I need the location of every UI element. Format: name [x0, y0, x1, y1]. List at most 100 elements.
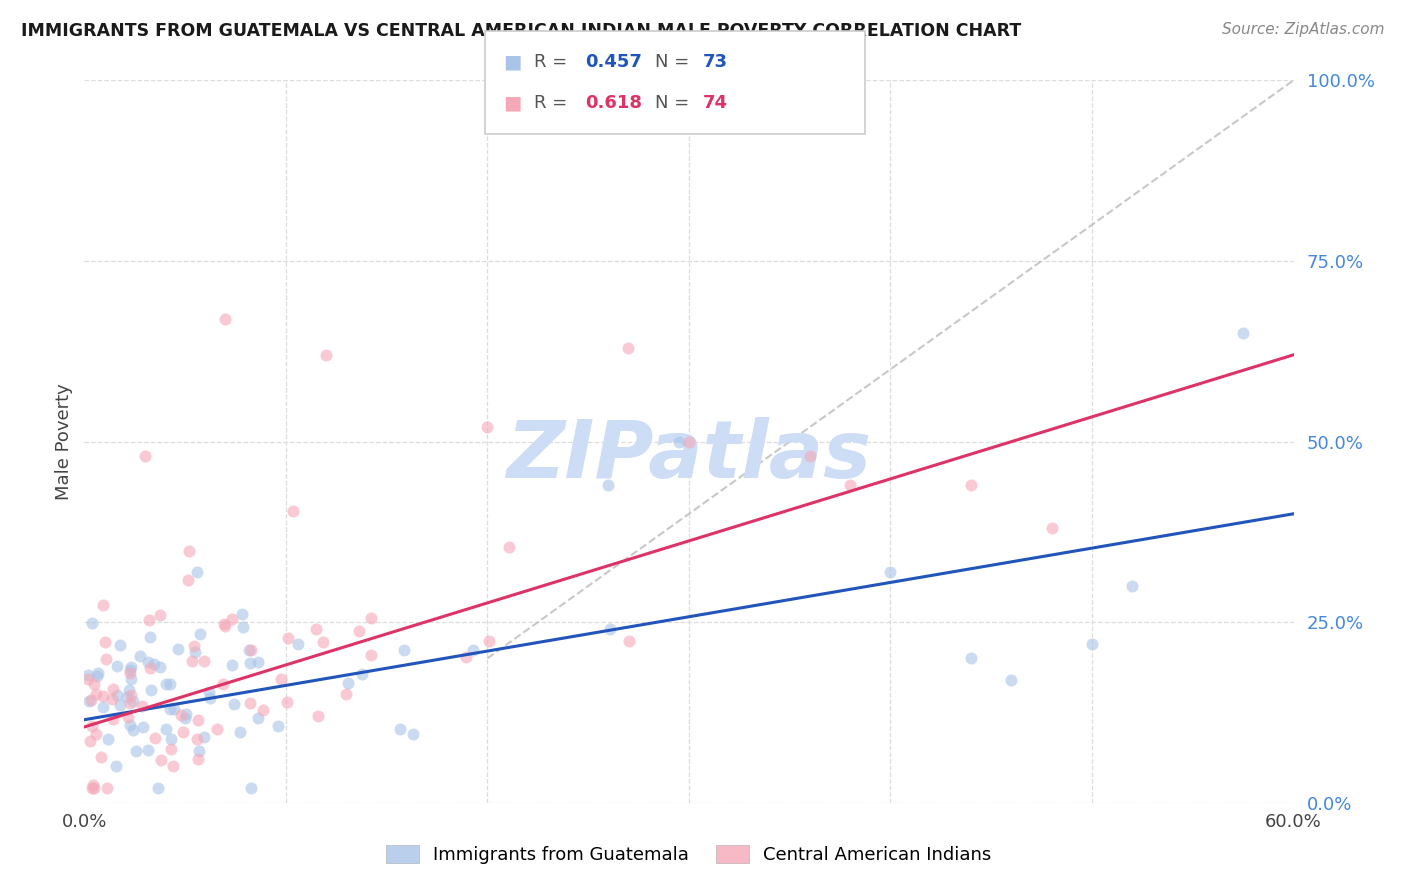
Point: [105, 758, 128, 772]
Text: N =: N =: [655, 53, 695, 70]
Point: [118, 665, 141, 680]
Point: [174, 706, 197, 721]
Point: [83, 677, 105, 691]
Point: [207, 722, 229, 736]
Text: N =: N =: [655, 95, 695, 112]
Point: [108, 698, 131, 713]
Text: 0.457: 0.457: [585, 53, 641, 70]
Text: ■: ■: [503, 94, 522, 112]
Point: [879, 565, 901, 579]
Point: [214, 311, 236, 326]
Point: [117, 710, 139, 724]
Point: [80, 615, 103, 630]
Point: [162, 759, 184, 773]
Point: [160, 742, 183, 756]
Point: [174, 711, 197, 725]
Point: [129, 649, 152, 664]
Point: [91, 699, 114, 714]
Point: [392, 642, 415, 657]
Point: [232, 620, 254, 634]
Point: [105, 659, 128, 673]
Point: [360, 611, 382, 625]
Point: [97, 731, 120, 746]
Text: Source: ZipAtlas.com: Source: ZipAtlas.com: [1222, 22, 1385, 37]
Point: [86, 669, 108, 683]
Point: [176, 573, 198, 587]
Point: [136, 656, 159, 670]
Point: [138, 613, 160, 627]
Point: [239, 696, 262, 710]
Point: [120, 718, 142, 732]
Point: [159, 677, 181, 691]
Point: [498, 540, 520, 554]
Point: [179, 544, 201, 558]
Point: [79, 734, 101, 748]
Point: [307, 709, 329, 723]
Point: [461, 643, 484, 657]
Y-axis label: Male Poverty: Male Poverty: [55, 384, 73, 500]
Point: [162, 702, 184, 716]
Point: [121, 723, 143, 737]
Point: [90, 750, 112, 764]
Point: [960, 478, 983, 492]
Point: [1040, 521, 1063, 535]
Text: R =: R =: [534, 95, 574, 112]
Text: IMMIGRANTS FROM GUATEMALA VS CENTRAL AMERICAN INDIAN MALE POVERTY CORRELATION CH: IMMIGRANTS FROM GUATEMALA VS CENTRAL AME…: [21, 22, 1021, 40]
Point: [159, 702, 181, 716]
Point: [150, 753, 173, 767]
Point: [239, 656, 262, 670]
Point: [211, 677, 233, 691]
Point: [105, 689, 128, 703]
Point: [1121, 579, 1143, 593]
Point: [478, 634, 501, 648]
Point: [283, 504, 305, 518]
Point: [120, 697, 142, 711]
Point: [617, 341, 640, 355]
Point: [246, 655, 269, 669]
Point: [221, 658, 243, 673]
Point: [170, 708, 193, 723]
Point: [360, 648, 382, 663]
Point: [82, 781, 104, 796]
Point: [193, 730, 215, 744]
Point: [132, 720, 155, 734]
Point: [388, 723, 411, 737]
Point: [172, 724, 194, 739]
Point: [214, 619, 236, 633]
Point: [80, 693, 103, 707]
Point: [454, 650, 477, 665]
Point: [276, 695, 298, 709]
Point: [247, 711, 270, 725]
Point: [139, 630, 162, 644]
Point: [1232, 326, 1254, 340]
Point: [149, 607, 172, 622]
Point: [159, 731, 181, 746]
Point: [84, 726, 107, 740]
Point: [94, 651, 117, 665]
Point: [214, 616, 236, 631]
Point: [598, 478, 620, 492]
Text: 74: 74: [703, 95, 728, 112]
Point: [117, 682, 139, 697]
Point: [155, 723, 177, 737]
Point: [84, 687, 107, 701]
Point: [221, 612, 243, 626]
Point: [240, 781, 263, 796]
Point: [83, 781, 105, 796]
Point: [238, 643, 260, 657]
Point: [231, 607, 253, 621]
Point: [619, 633, 641, 648]
Point: [477, 420, 499, 434]
Point: [134, 449, 156, 463]
Point: [93, 634, 115, 648]
Point: [166, 641, 188, 656]
Point: [186, 566, 208, 580]
Point: [76, 668, 98, 682]
Point: [1081, 637, 1104, 651]
Point: [101, 681, 124, 696]
Point: [305, 622, 328, 636]
Text: 0.618: 0.618: [585, 95, 643, 112]
Point: [312, 635, 335, 649]
Point: [184, 645, 207, 659]
Point: [87, 666, 110, 681]
